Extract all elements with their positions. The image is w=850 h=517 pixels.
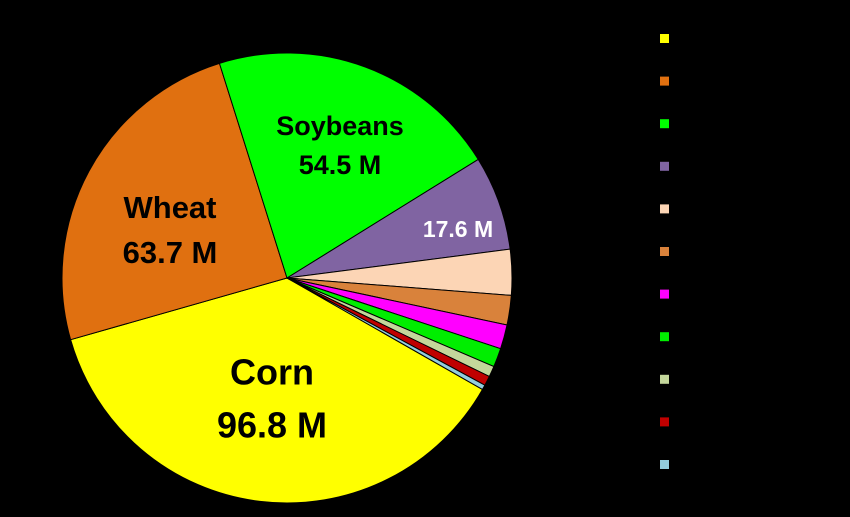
legend-swatch <box>660 119 669 129</box>
legend-swatch <box>660 161 669 171</box>
legend-swatch <box>660 460 669 469</box>
pie-slice <box>61 62 288 341</box>
slice-name: Corn <box>230 352 314 393</box>
legend-swatch <box>660 34 669 43</box>
legend-swatch <box>660 204 669 214</box>
slice-name: Wheat <box>124 190 217 225</box>
slice-value: 63.7 M <box>123 235 218 270</box>
legend-swatch <box>660 332 669 342</box>
slice-value: 96.8 M <box>217 405 327 446</box>
slice-value: 54.5 M <box>299 150 382 180</box>
legend-swatch <box>660 374 669 384</box>
pie-slice <box>286 277 486 391</box>
pie-slice <box>218 52 479 279</box>
legend-swatch <box>660 289 669 299</box>
legend-swatch <box>660 417 669 427</box>
pie-slice <box>69 277 484 504</box>
legend-swatch <box>660 247 669 256</box>
slice-name: Soybeans <box>276 111 404 141</box>
slice-value: 17.6 M <box>423 216 493 242</box>
legend-swatch <box>660 76 669 86</box>
